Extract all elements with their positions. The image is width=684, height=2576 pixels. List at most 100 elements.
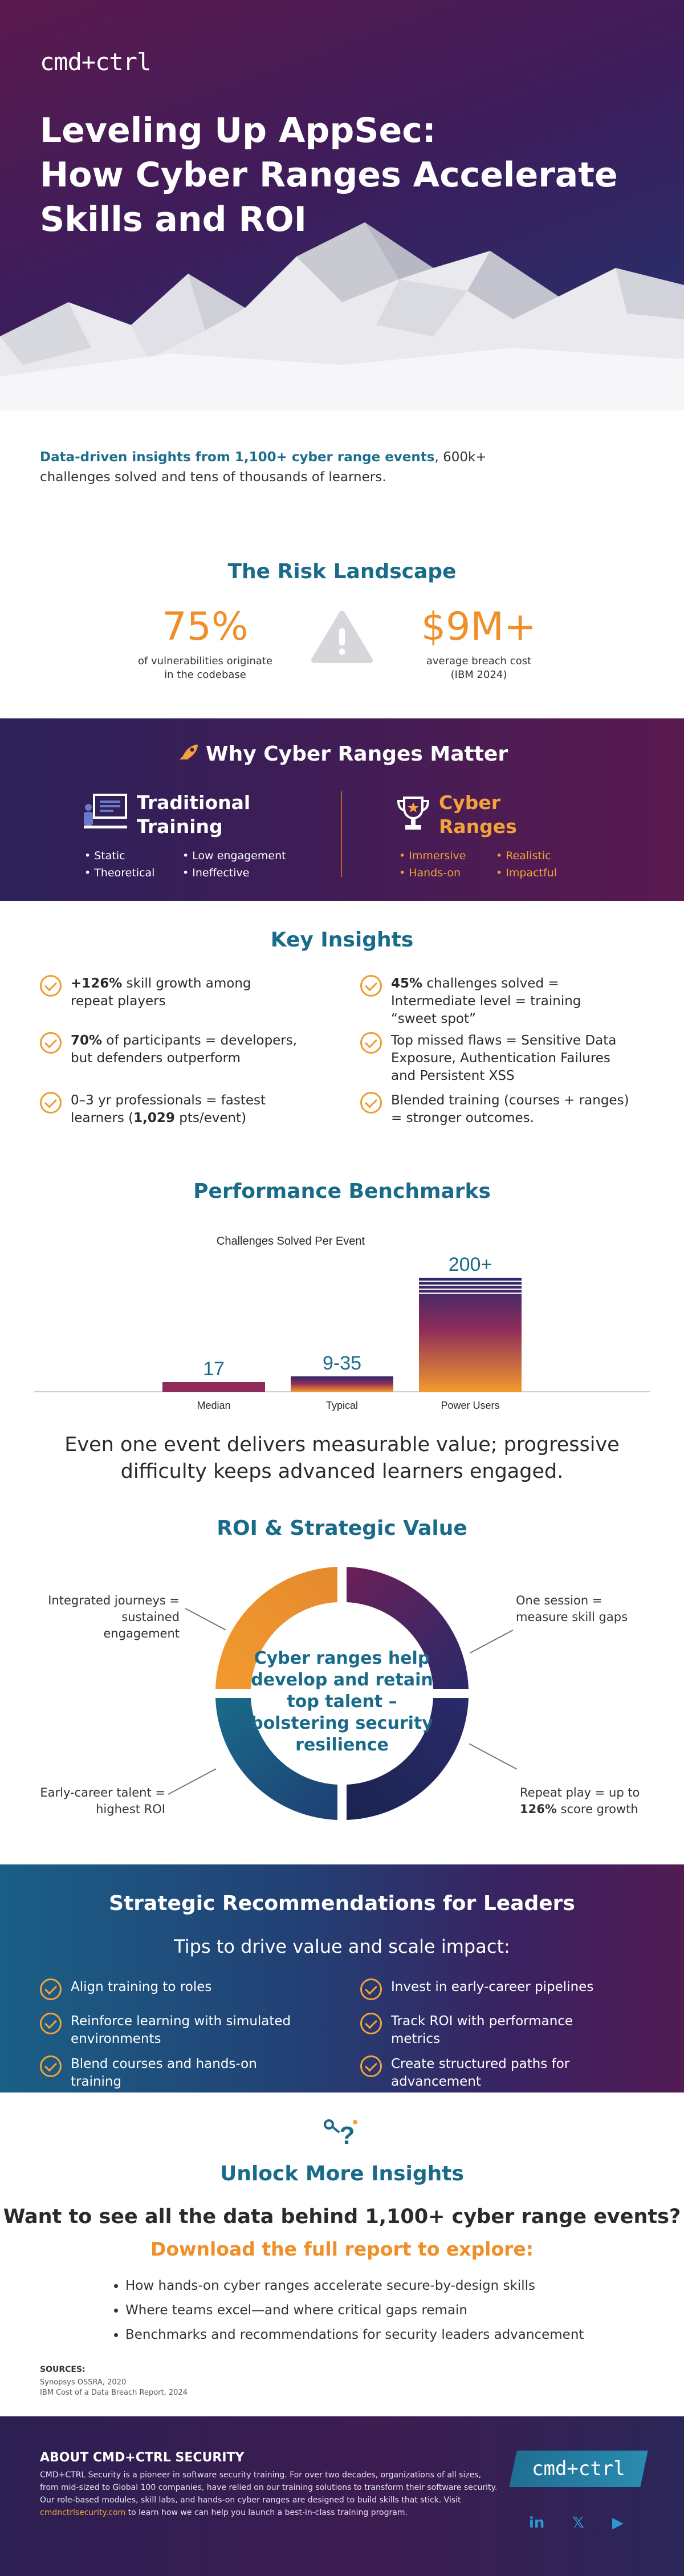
recommendation-item: Invest in early-career pipelines [360, 1978, 593, 2000]
intro-highlight: Data-driven insights from 1,100+ cyber r… [40, 450, 435, 465]
unlock-question: Want to see all the data behind 1,100+ c… [3, 2205, 681, 2228]
sources-heading: SOURCES: [40, 2365, 85, 2374]
mountain-illustration [0, 222, 684, 428]
checkmark-icon [360, 975, 382, 997]
ranges-item: • Immersive [399, 850, 466, 862]
checkmark-icon [40, 2013, 62, 2034]
leader-line [168, 1768, 217, 1795]
unlock-section: ? Unlock More Insights Want to see all t… [0, 2093, 684, 2416]
performance-section: Performance Benchmarks Challenges Solved… [0, 1152, 684, 1488]
recommendations-section: Strategic Recommendations for Leaders Ti… [0, 1864, 684, 2093]
caption-line: of vulnerabilities originate [137, 655, 273, 667]
checkmark-icon [360, 2055, 382, 2077]
list-item: Where teams excel—and where critical gap… [125, 2298, 584, 2323]
recommendation-item: Blend courses and hands-on training [40, 2055, 257, 2091]
roi-label-top-right: One session = measure skill gaps [516, 1594, 628, 1624]
brand-logo: cmd+ctrl [40, 48, 151, 76]
bar-value-label: 200+ [449, 1254, 492, 1275]
leader-line [470, 1630, 514, 1653]
linkedin-icon[interactable]: in [529, 2514, 545, 2532]
warning-triangle-icon [311, 611, 373, 663]
list-item: How hands-on cyber ranges accelerate sec… [125, 2274, 584, 2298]
hero-section: cmd+ctrl Leveling Up AppSec: How Cyber R… [0, 0, 684, 525]
recommendation-item: Align training to roles [40, 1978, 211, 2000]
ranges-item: • Impactful [496, 867, 557, 879]
bar-value-label: 17 [203, 1358, 225, 1380]
roi-ring-chart [215, 1567, 469, 1820]
title-line-3: Skills and ROI [40, 200, 307, 239]
checkmark-icon [360, 2013, 382, 2034]
report-topics-list: How hands-on cyber ranges accelerate sec… [108, 2274, 584, 2347]
why-title: Why Cyber Ranges Matter [0, 742, 684, 766]
col-title-line: Traditional [137, 791, 251, 814]
column-divider [341, 791, 342, 877]
intro-text: Data-driven insights from 1,100+ cyber r… [40, 448, 553, 487]
title-line-1: Leveling Up AppSec: [40, 111, 436, 151]
insight-item: 70% of participants = developers, but def… [40, 1032, 297, 1067]
performance-title: Performance Benchmarks [193, 1180, 491, 1203]
chart-title: Challenges Solved Per Event [217, 1235, 365, 1248]
website-link[interactable]: cmdnctrlsecurity.com [40, 2508, 126, 2517]
stat-vulnerabilities-value: 75% [162, 604, 249, 649]
benchmark-bar-chart: Challenges Solved Per Event 17 Median 9-35… [34, 1235, 650, 1411]
list-item: Benchmarks and recommendations for secur… [125, 2323, 584, 2347]
ring-segment [215, 1698, 337, 1820]
checkmark-icon [40, 2055, 62, 2077]
footer: ABOUT CMD+CTRL SECURITY CMD+CTRL Securit… [0, 2416, 684, 2576]
insight-item: 0–3 yr professionals = fastest learners (… [40, 1092, 266, 1127]
stat-vulnerabilities-caption: of vulnerabilities originate in the code… [114, 655, 296, 682]
insight-item: Top missed flaws = Sensitive Data Exposur… [360, 1032, 616, 1085]
bar-median [162, 1382, 265, 1392]
insights-title: Key Insights [270, 928, 414, 952]
unlock-title: Unlock More Insights [220, 2162, 464, 2185]
caption-line: (IBM 2024) [450, 669, 507, 681]
classroom-icon [84, 794, 127, 828]
checkmark-icon [40, 1978, 62, 2000]
source-item: IBM Cost of a Data Breach Report, 2024 [40, 2388, 188, 2397]
checkmark-icon [360, 1032, 382, 1054]
category-label: Typical [326, 1400, 358, 1411]
traditional-item: • Static [84, 850, 125, 862]
rocket-icon [179, 745, 198, 759]
svg-text:?: ? [340, 2122, 355, 2150]
checkmark-icon [40, 1092, 62, 1114]
footer-logo: cmd+ctrl [509, 2451, 648, 2487]
recommendation-item: Reinforce learning with simulated environ… [40, 2013, 291, 2048]
recs-subtitle: Tips to drive value and scale impact: [174, 1936, 510, 1957]
ring-segment [347, 1567, 469, 1689]
col-title-line: Ranges [439, 815, 517, 838]
bar-typical [291, 1376, 393, 1392]
bar-power-users [419, 1278, 522, 1392]
insight-item: Blended training (courses + ranges) = str… [360, 1092, 629, 1127]
checkmark-icon [360, 1978, 382, 2000]
ring-segment [215, 1567, 337, 1689]
roi-section: ROI & Strategic Value Cyber ranges help … [0, 1488, 684, 1864]
insight-item: 45% challenges solved = Intermediate leve… [360, 975, 581, 1028]
checkmark-icon [40, 1032, 62, 1054]
key-insights-section: Key Insights +126% skill growth among rep… [0, 901, 684, 1152]
why-section: Why Cyber Ranges Matter Traditional Trai… [0, 718, 684, 901]
ranges-item: • Realistic [496, 850, 551, 862]
key-question-icon: ? [324, 2119, 357, 2150]
risk-section: The Risk Landscape 75% of vulnerabilitie… [0, 525, 684, 718]
recs-title: Strategic Recommendations for Leaders [109, 1892, 575, 1915]
checkmark-icon [360, 1092, 382, 1114]
roi-label-bottom-right: Repeat play = up to 126% score growth [520, 1786, 640, 1816]
category-label: Power Users [441, 1400, 499, 1411]
stat-breach-cost-caption: average breach cost (IBM 2024) [388, 655, 570, 682]
ring-segment [347, 1698, 469, 1820]
x-twitter-icon[interactable]: 𝕏 [572, 2514, 584, 2532]
about-heading: ABOUT CMD+CTRL SECURITY [40, 2451, 245, 2465]
title-line-2: How Cyber Ranges Accelerate [40, 155, 618, 195]
traditional-training-title: Traditional Training [137, 791, 250, 839]
source-item: Synopsys OSSRA, 2020 [40, 2378, 127, 2387]
download-cta[interactable]: Download the full report to explore: [150, 2238, 534, 2260]
about-text: CMD+CTRL Security is a pioneer in softwa… [40, 2471, 498, 2517]
risk-title: The Risk Landscape [227, 560, 457, 583]
cyber-ranges-title: Cyber Ranges [439, 791, 517, 839]
roi-label-bottom-left: Early-career talent = highest ROI [40, 1786, 165, 1816]
youtube-icon[interactable]: ▶ [612, 2514, 624, 2532]
col-title-line: Training [137, 815, 223, 838]
roi-center-statement: Cyber ranges help develop and retain top… [251, 1648, 433, 1755]
traditional-item: • Theoretical [84, 867, 155, 879]
